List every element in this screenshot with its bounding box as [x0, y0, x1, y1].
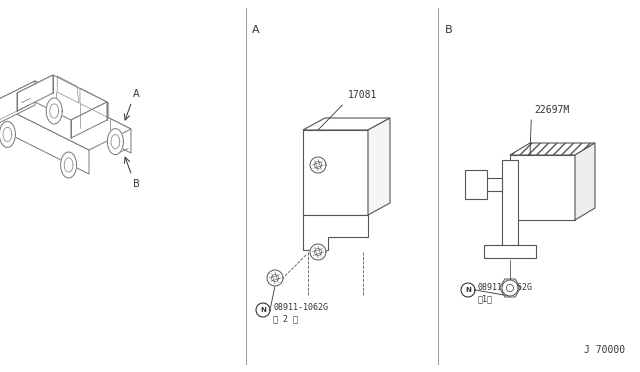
Polygon shape [17, 75, 53, 111]
Text: 22697M: 22697M [534, 105, 570, 115]
Polygon shape [485, 178, 502, 191]
Polygon shape [310, 157, 326, 173]
Polygon shape [510, 143, 595, 155]
Polygon shape [575, 143, 595, 220]
Polygon shape [17, 75, 107, 120]
Polygon shape [303, 215, 368, 250]
Text: 17081: 17081 [348, 90, 377, 100]
Polygon shape [71, 102, 107, 138]
Polygon shape [303, 130, 368, 215]
Text: N: N [260, 307, 266, 313]
Polygon shape [256, 303, 270, 317]
Polygon shape [46, 98, 62, 124]
Text: 08911-1062G: 08911-1062G [273, 302, 328, 311]
Text: B: B [133, 179, 140, 189]
Polygon shape [0, 121, 15, 147]
Polygon shape [506, 285, 514, 292]
Polygon shape [368, 118, 390, 215]
Polygon shape [0, 102, 89, 174]
Polygon shape [108, 129, 124, 155]
Text: N: N [465, 287, 471, 293]
Polygon shape [510, 155, 575, 220]
Polygon shape [502, 160, 518, 250]
Polygon shape [484, 245, 536, 258]
Polygon shape [310, 244, 326, 260]
Polygon shape [267, 270, 283, 286]
Polygon shape [61, 152, 77, 178]
Text: B: B [444, 25, 452, 35]
Polygon shape [0, 81, 35, 126]
Polygon shape [465, 170, 487, 199]
Text: A: A [252, 25, 260, 35]
Text: A: A [133, 89, 140, 99]
Polygon shape [35, 81, 131, 153]
Text: 08911-1062G: 08911-1062G [478, 282, 533, 292]
Polygon shape [0, 81, 131, 150]
Text: J 70000: J 70000 [584, 345, 625, 355]
Polygon shape [303, 118, 390, 130]
Polygon shape [461, 283, 475, 297]
Polygon shape [502, 280, 518, 296]
Text: （1）: （1） [478, 295, 493, 304]
Text: 〈 2 〉: 〈 2 〉 [273, 314, 298, 324]
